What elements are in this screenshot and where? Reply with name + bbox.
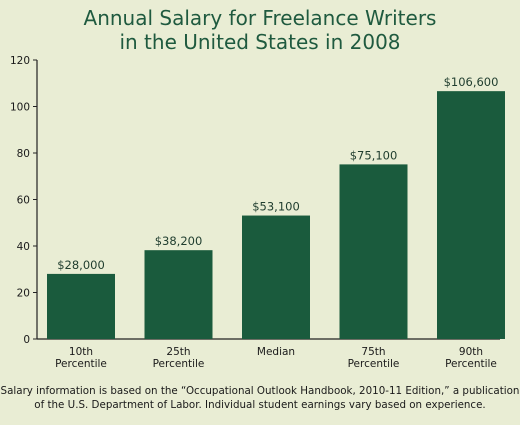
y-tick-label: 20 xyxy=(17,288,30,300)
chart-title: Annual Salary for Freelance Writers in t… xyxy=(0,6,520,54)
y-tick-label: 100 xyxy=(10,102,30,114)
y-tick-label: 80 xyxy=(17,148,30,160)
footnote-line-2: of the U.S. Department of Labor. Individ… xyxy=(34,399,486,411)
y-tick-label: 120 xyxy=(10,55,30,67)
bar xyxy=(144,250,213,339)
x-tick-label: Percentile xyxy=(348,358,400,370)
footnote: Salary information is based on the “Occu… xyxy=(0,384,520,412)
bar xyxy=(47,273,115,339)
data-label: $38,200 xyxy=(155,234,203,248)
chart-title-line-1: Annual Salary for Freelance Writers xyxy=(83,6,437,30)
y-tick-label: 60 xyxy=(17,195,30,207)
chart-title-line-2: in the United States in 2008 xyxy=(119,30,401,54)
x-tick-label: 75th xyxy=(361,346,385,358)
x-tick-label: Percentile xyxy=(445,358,497,370)
bar xyxy=(242,215,310,339)
data-label: $28,000 xyxy=(57,258,105,272)
x-tick-label: Percentile xyxy=(153,358,205,370)
x-tick-label: 90th xyxy=(459,346,483,358)
x-tick-label: 10th xyxy=(69,346,93,358)
data-label: $53,100 xyxy=(252,200,300,214)
footnote-line-1: Salary information is based on the “Occu… xyxy=(0,385,520,397)
y-tick-label: 40 xyxy=(17,241,30,253)
bar xyxy=(339,164,408,339)
x-tick-label: Percentile xyxy=(55,358,107,370)
data-label: $106,600 xyxy=(444,75,499,89)
bar-chart: 020406080100120$28,00010thPercentile$38,… xyxy=(10,55,505,370)
bar xyxy=(437,91,505,339)
y-tick-label: 0 xyxy=(23,334,30,346)
data-label: $75,100 xyxy=(350,148,398,162)
x-tick-label: 25th xyxy=(166,346,190,358)
x-tick-label: Median xyxy=(257,346,295,358)
